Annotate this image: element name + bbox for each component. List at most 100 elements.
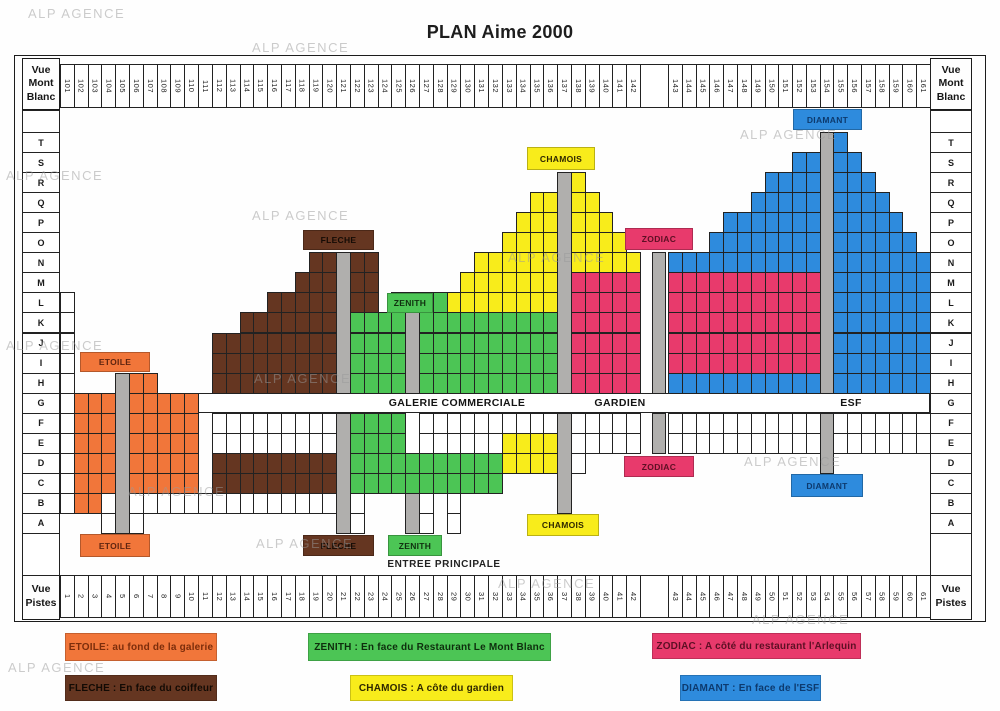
diamant-apartment-cell [778, 232, 794, 254]
white-apartment-cell [432, 412, 448, 434]
column-number-bottom: 27 [419, 575, 434, 618]
alp-agence-watermark: ALP AGENCE [6, 168, 104, 183]
zenith-apartment-cell [543, 372, 559, 394]
chamois-apartment-cell [570, 192, 586, 214]
column-number-bottom: 11 [198, 575, 213, 618]
diamant-apartment-cell [778, 172, 794, 194]
zodiac-apartment-cell [612, 332, 628, 354]
white-apartment-cell [60, 432, 75, 454]
column-number-bottom: 3 [87, 575, 103, 618]
zodiac-apartment-cell [584, 372, 600, 394]
fleche-apartment-cell [322, 452, 338, 474]
zodiac-apartment-cell [750, 312, 766, 334]
white-apartment-cell [736, 432, 752, 454]
column-number-top: 161 [916, 64, 931, 108]
diamant-apartment-cell [874, 352, 890, 374]
diamant-apartment-cell [861, 232, 876, 254]
legend-diamant: DIAMANT : En face de l'ESF [680, 675, 821, 701]
row-letter-right: T [930, 132, 972, 154]
zenith-apartment-cell [446, 332, 462, 354]
zenith-apartment-cell [460, 452, 476, 474]
column-number-bottom-gap-cell [640, 575, 669, 618]
etoile-apartment-cell [142, 412, 158, 434]
alp-agence-watermark: ALP AGENCE [8, 660, 106, 675]
fleche-apartment-cell [225, 472, 241, 494]
row-letter-right: C [930, 472, 972, 494]
zodiac-apartment-cell [805, 272, 821, 294]
chamois-apartment-cell [488, 272, 503, 294]
column-number-bottom: 15 [253, 575, 269, 618]
zenith-apartment-cell [377, 372, 393, 394]
row-letter-right: R [930, 172, 972, 194]
fleche-apartment-cell [280, 452, 296, 474]
chamois-apartment-cell [446, 292, 462, 314]
column-number-top: 124 [377, 64, 393, 108]
white-apartment-cell [60, 292, 75, 314]
column-number-top: 121 [336, 64, 351, 108]
diamant-apartment-cell [874, 312, 890, 334]
column-number-top: 110 [184, 64, 200, 108]
white-apartment-cell [515, 412, 531, 434]
white-apartment-cell [668, 412, 683, 434]
etoile-apartment-cell [101, 452, 117, 474]
diamant-apartment-cell [805, 252, 821, 274]
column-number-bottom: 30 [460, 575, 476, 618]
white-apartment-cell [280, 432, 296, 454]
fleche-apartment-cell [363, 292, 379, 314]
white-apartment-cell [419, 492, 434, 514]
diamant-apartment-cell [847, 372, 863, 394]
diamant-apartment-cell [861, 292, 876, 314]
chamois-apartment-cell [543, 272, 559, 294]
diamant-apartment-cell [833, 352, 849, 374]
elevator-shaft [819, 132, 835, 394]
diamant-apartment-cell [833, 172, 849, 194]
zodiac-apartment-cell [668, 312, 683, 334]
diamant-apartment-cell [833, 252, 849, 274]
zodiac-label: ZODIAC [624, 456, 694, 477]
row-letter-left: H [22, 372, 60, 394]
fleche-apartment-cell [225, 452, 241, 474]
chamois-apartment-cell [570, 172, 586, 194]
column-number-bottom: 58 [874, 575, 890, 618]
diamant-apartment-cell [847, 312, 863, 334]
diamant-label: DIAMANT [793, 109, 862, 130]
column-number-bottom: 47 [723, 575, 738, 618]
chamois-apartment-cell [460, 272, 476, 294]
diamant-apartment-cell [847, 192, 863, 214]
diamant-apartment-cell [888, 272, 904, 294]
etoile-apartment-cell [170, 392, 186, 414]
fleche-apartment-cell [322, 292, 338, 314]
zenith-apartment-cell [474, 372, 490, 394]
diamant-apartment-cell [764, 252, 780, 274]
zenith-apartment-cell [529, 352, 545, 374]
fleche-apartment-cell [225, 372, 241, 394]
diamant-apartment-cell [805, 172, 821, 194]
zenith-apartment-cell [350, 312, 365, 334]
column-number-top: 118 [294, 64, 310, 108]
row-letter-right: H [930, 372, 972, 394]
etoile-apartment-cell [156, 432, 172, 454]
column-number-top: 112 [211, 64, 227, 108]
column-number-bottom: 42 [626, 575, 641, 618]
zenith-apartment-cell [446, 372, 462, 394]
zodiac-apartment-cell [792, 332, 807, 354]
column-number-bottom: 41 [612, 575, 628, 618]
chamois-apartment-cell [515, 272, 531, 294]
column-number-top: 138 [570, 64, 586, 108]
white-apartment-cell [626, 432, 641, 454]
column-number-top: 130 [460, 64, 476, 108]
zodiac-apartment-cell [805, 292, 821, 314]
column-number-top: 105 [115, 64, 131, 108]
white-apartment-cell [446, 492, 462, 514]
etoile-apartment-cell [101, 392, 117, 414]
diamant-apartment-cell [902, 372, 918, 394]
etoile-apartment-cell [129, 372, 144, 394]
diamant-apartment-cell [888, 352, 904, 374]
fleche-apartment-cell [225, 352, 241, 374]
zenith-apartment-cell [543, 312, 559, 334]
etoile-apartment-cell [87, 472, 103, 494]
white-apartment-cell [888, 432, 904, 454]
zodiac-apartment-cell [695, 292, 711, 314]
zodiac-apartment-cell [626, 272, 641, 294]
fleche-label: FLECHE [303, 230, 374, 250]
